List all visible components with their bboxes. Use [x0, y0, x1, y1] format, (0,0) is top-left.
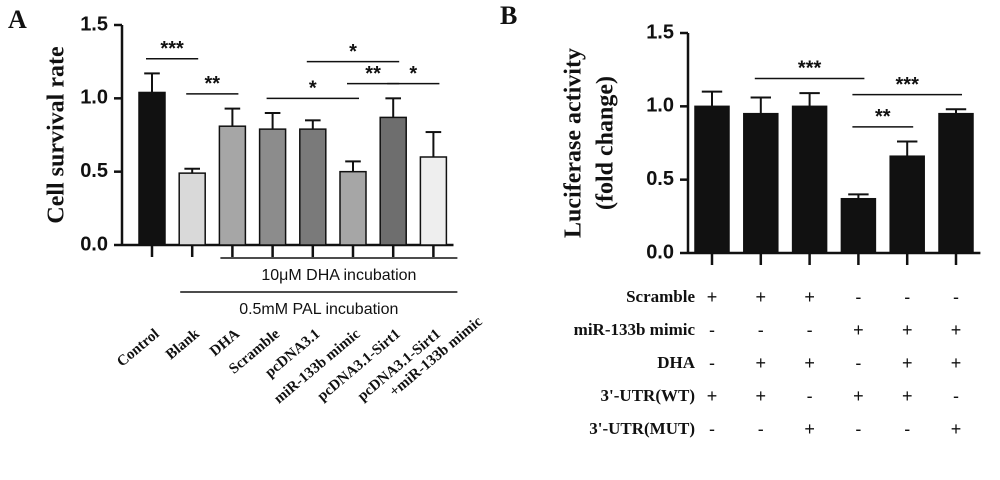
y-tick-label: 1.0	[80, 87, 108, 109]
condition-sign: +	[902, 320, 913, 340]
significance-label: **	[205, 73, 221, 95]
category-label: Blank	[163, 326, 203, 363]
condition-label: DHA	[657, 353, 696, 372]
condition-label: Scramble	[626, 287, 695, 306]
condition-sign: -	[807, 386, 813, 406]
condition-sign: -	[953, 386, 959, 406]
condition-label: miR-133b mimic	[574, 320, 696, 339]
bar	[419, 156, 448, 246]
condition-sign: -	[953, 287, 959, 307]
bar	[694, 105, 730, 254]
condition-sign: +	[902, 353, 913, 373]
y-tick-label: 0.0	[80, 233, 108, 255]
category-label-line: Blank	[163, 326, 203, 363]
bar	[791, 105, 828, 254]
condition-label: 3'-UTR(MUT)	[589, 419, 695, 438]
condition-sign: +	[756, 386, 767, 406]
significance-label: ***	[160, 38, 184, 60]
significance-label: *	[309, 78, 317, 100]
group-label: 0.5mM PAL incubation	[239, 301, 398, 318]
bar	[138, 91, 166, 246]
condition-label: 3'-UTR(WT)	[601, 386, 695, 405]
condition-sign: +	[951, 320, 962, 340]
condition-sign: -	[807, 320, 813, 340]
condition-sign: +	[853, 320, 864, 340]
y-tick-label: 1.5	[80, 13, 108, 35]
category-label-group: Control	[114, 326, 162, 370]
category-label: Control	[114, 326, 162, 370]
condition-sign: +	[951, 353, 962, 373]
significance-label: **	[875, 106, 891, 128]
y-axis-label: Cell survival rate	[44, 46, 70, 224]
bar	[178, 172, 206, 246]
bar	[258, 128, 287, 246]
bar	[379, 116, 407, 246]
bar	[840, 197, 877, 254]
condition-sign: -	[709, 353, 715, 373]
group-label: 10μM DHA incubation	[261, 267, 416, 284]
condition-sign: -	[758, 320, 764, 340]
condition-sign: -	[855, 353, 861, 373]
condition-sign: +	[853, 386, 864, 406]
bar	[743, 112, 779, 254]
y-tick-label: 0.5	[646, 168, 674, 190]
condition-sign: -	[904, 419, 910, 439]
condition-sign: +	[707, 287, 718, 307]
bar	[938, 112, 974, 254]
category-label-line: Control	[114, 326, 162, 370]
significance-label: ***	[896, 74, 920, 96]
significance-label: ***	[798, 58, 822, 80]
condition-sign: +	[951, 419, 962, 439]
y-axis-label: (fold change)	[593, 76, 619, 210]
panel-label: B	[500, 1, 517, 30]
significance-label: **	[365, 63, 381, 85]
condition-sign: +	[902, 386, 913, 406]
bar	[889, 155, 925, 254]
y-axis-label: Luciferase activity	[561, 48, 587, 238]
category-label-group: Blank	[163, 326, 203, 363]
condition-sign: -	[709, 320, 715, 340]
condition-sign: +	[804, 287, 815, 307]
condition-sign: -	[855, 419, 861, 439]
condition-sign: +	[756, 353, 767, 373]
bar	[339, 170, 367, 246]
condition-sign: -	[904, 287, 910, 307]
y-tick-label: 1.5	[646, 21, 674, 43]
significance-label: *	[409, 63, 417, 85]
y-tick-label: 0.0	[646, 241, 674, 263]
condition-sign: -	[709, 419, 715, 439]
significance-label: *	[349, 41, 357, 63]
panel-label: A	[8, 5, 27, 34]
bar	[218, 125, 247, 246]
condition-sign: +	[707, 386, 718, 406]
condition-sign: -	[855, 287, 861, 307]
y-tick-label: 1.0	[646, 95, 674, 117]
condition-sign: -	[758, 419, 764, 439]
condition-sign: +	[804, 419, 815, 439]
condition-sign: +	[804, 353, 815, 373]
condition-sign: +	[756, 287, 767, 307]
bar	[299, 128, 327, 246]
y-tick-label: 0.5	[80, 160, 108, 182]
